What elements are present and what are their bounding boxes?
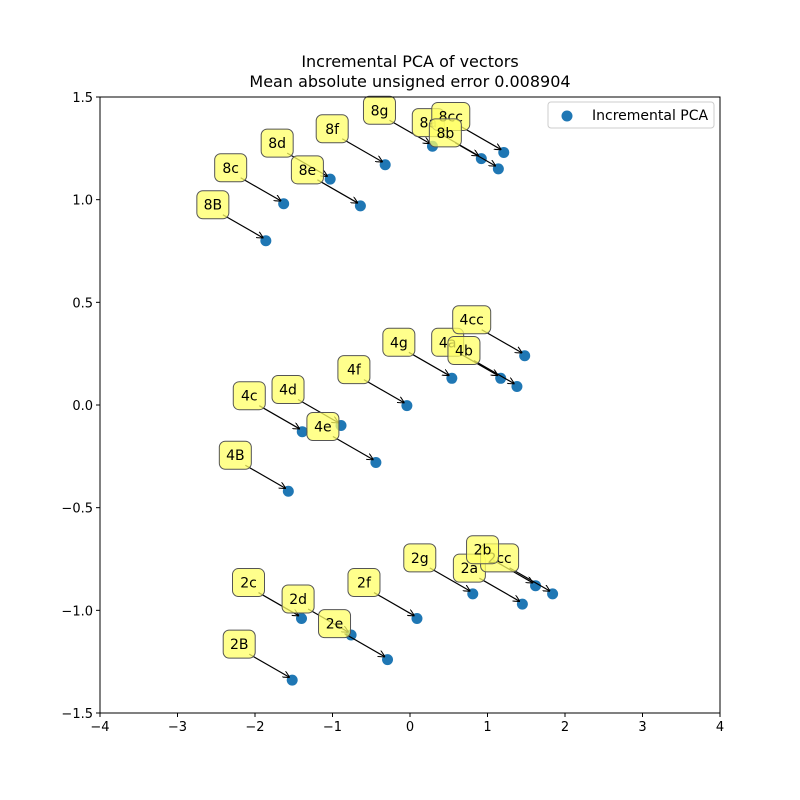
annotation-arrow-8b bbox=[455, 142, 495, 166]
annotation-arrow-2a bbox=[479, 577, 519, 601]
annotation-box-8c bbox=[214, 153, 248, 183]
annotation-box-4b bbox=[447, 336, 481, 366]
annotation-label-4e: 4e bbox=[314, 419, 332, 435]
y-tick-label: 1.5 bbox=[72, 91, 93, 106]
annotation-box-8B bbox=[196, 190, 230, 220]
annotation-label-2f: 2f bbox=[357, 576, 372, 592]
annotation-label-4d: 4d bbox=[279, 383, 297, 399]
annotation-box-4e bbox=[306, 411, 340, 441]
annotation-box-4g bbox=[382, 327, 416, 357]
chart-title-line-2: Mean absolute unsigned error 0.008904 bbox=[249, 72, 570, 91]
legend: Incremental PCA bbox=[547, 101, 715, 129]
x-tick-label: −3 bbox=[168, 720, 187, 735]
annotation-box-8e bbox=[290, 155, 324, 185]
annotation-arrow-2B bbox=[248, 653, 289, 677]
annotation-box-2e bbox=[318, 609, 352, 639]
annotation-box-4d bbox=[271, 375, 305, 405]
annotation-arrow-2e bbox=[344, 633, 385, 657]
y-axis-ticks: −1.5 −1.0 −0.5 0.0 0.5 1.0 1.5 bbox=[61, 91, 100, 722]
annotation-label-4cc: 4cc bbox=[460, 313, 484, 329]
annotation-box-8b bbox=[428, 118, 462, 148]
legend-label: Incremental PCA bbox=[592, 108, 709, 124]
annotation-box-2c bbox=[232, 568, 265, 598]
annotation-box-2b bbox=[466, 535, 500, 565]
annotation-arrow-4c bbox=[258, 405, 299, 429]
annotation-label-8e: 8e bbox=[299, 163, 317, 179]
annotation-label-8b: 8b bbox=[436, 126, 454, 142]
annotation-label-2g: 2g bbox=[411, 551, 429, 567]
annotation-label-2c: 2c bbox=[240, 576, 257, 592]
annotation-box-4B bbox=[218, 440, 252, 470]
annotation-arrow-8e bbox=[317, 179, 357, 203]
annotation-arrow-2g bbox=[429, 567, 470, 591]
x-tick-label: 3 bbox=[638, 720, 646, 735]
annotation-label-4g: 4g bbox=[390, 335, 408, 351]
x-tick-label: −4 bbox=[90, 720, 109, 735]
annotation-label-8g: 8g bbox=[371, 103, 389, 119]
annotation-box-8f bbox=[315, 114, 349, 144]
annotation-arrow-4e bbox=[332, 435, 373, 459]
y-tick-label: 0.5 bbox=[72, 296, 93, 311]
annotation-box-2B bbox=[222, 629, 256, 659]
annotation-arrow-8c bbox=[240, 177, 281, 201]
y-tick-label: −0.5 bbox=[61, 502, 93, 517]
annotation-label-2b: 2b bbox=[474, 543, 492, 559]
annotation-box-2g bbox=[403, 543, 437, 573]
y-tick-label: −1.0 bbox=[61, 604, 93, 619]
annotation-label-4b: 4b bbox=[455, 344, 473, 360]
annotation-label-8f: 8f bbox=[325, 122, 340, 138]
y-tick-label: −1.5 bbox=[61, 707, 93, 722]
x-tick-label: −2 bbox=[245, 720, 264, 735]
annotation-arrow-8B bbox=[222, 214, 263, 238]
annotation-box-4cc bbox=[452, 305, 492, 335]
annotation-label-8c: 8c bbox=[222, 161, 239, 177]
annotation-label-2d: 2d bbox=[289, 592, 307, 608]
annotation-arrow-8g bbox=[389, 119, 429, 143]
annotation-arrow-8cc bbox=[460, 125, 501, 149]
annotation-box-4c bbox=[232, 381, 266, 411]
annotation-label-2a: 2a bbox=[461, 561, 479, 577]
annotation-arrow-8f bbox=[341, 138, 382, 162]
annotation-label-4f: 4f bbox=[347, 363, 362, 379]
annotation-arrow-4b bbox=[473, 359, 514, 384]
annotation-box-8d bbox=[260, 128, 294, 158]
y-tick-label: 0.0 bbox=[72, 399, 93, 414]
annotation-box-4f bbox=[337, 355, 371, 385]
y-tick-label: 1.0 bbox=[72, 194, 93, 209]
plot-frame bbox=[99, 96, 721, 714]
x-tick-label: 0 bbox=[406, 720, 414, 735]
annotation-box-2d bbox=[281, 584, 315, 614]
annotation-arrow-4f bbox=[363, 379, 404, 403]
x-tick-label: −1 bbox=[323, 720, 342, 735]
x-axis-ticks: −4 −3 −2 −1 0 1 2 3 4 bbox=[90, 713, 724, 735]
annotation-arrow-4cc bbox=[481, 329, 522, 353]
x-tick-label: 2 bbox=[561, 720, 569, 735]
legend-marker bbox=[561, 110, 573, 122]
annotation-label-8d: 8d bbox=[268, 136, 286, 152]
x-tick-label: 4 bbox=[716, 720, 724, 735]
legend-box bbox=[547, 101, 715, 129]
annotation-box-2f bbox=[347, 568, 381, 598]
annotation-arrow-4B bbox=[245, 464, 285, 488]
annotation-arrow-4g bbox=[408, 351, 449, 375]
x-tick-label: 1 bbox=[483, 720, 491, 735]
annotation-labels: 8B8c8d8e8f8g8a8cc8b4B4c4d4e4f4g4a4cc4b2B… bbox=[196, 95, 520, 659]
annotation-label-4c: 4c bbox=[241, 389, 258, 405]
annotation-arrow-2f bbox=[373, 592, 414, 616]
annotation-label-8B: 8B bbox=[204, 198, 223, 214]
annotation-box-8g bbox=[362, 95, 396, 125]
chart-title-line-1: Incremental PCA of vectors bbox=[301, 52, 518, 71]
annotation-label-4B: 4B bbox=[226, 448, 245, 464]
annotation-label-2B: 2B bbox=[230, 637, 249, 653]
annotation-label-2e: 2e bbox=[326, 617, 344, 633]
